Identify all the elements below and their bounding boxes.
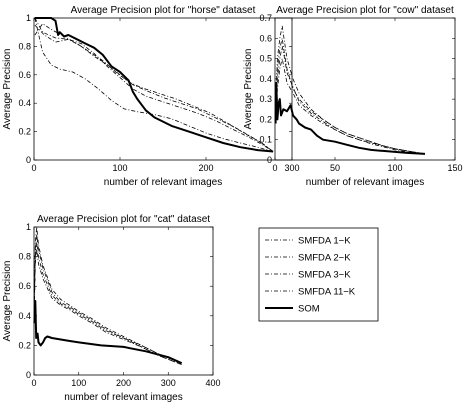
y-tick-label: 0	[26, 155, 31, 165]
x-tick-label: 200	[116, 378, 131, 388]
series-line-som	[274, 81, 426, 155]
y-tick-label: 0.6	[18, 70, 31, 80]
y-axis-label: Average Precision	[2, 261, 13, 342]
plot-frame	[33, 226, 214, 376]
x-tick-label: 400	[205, 378, 220, 388]
series-line-smfda-1-k	[275, 58, 426, 155]
x-tick-label: 100	[71, 378, 86, 388]
x-tick-label: 0	[272, 163, 277, 173]
x-tick-label: 200	[198, 163, 213, 173]
y-tick-label: 0.4	[18, 311, 31, 321]
x-tick-label: 50	[330, 163, 340, 173]
y-tick-label: 0	[267, 155, 272, 165]
series-line-smfda-3-k	[34, 24, 274, 152]
y-tick-label: 0.2	[18, 340, 31, 350]
chart-cow: 0 50 100 150 0 0.1 0.2 0.3 0.4 0.5 0.6 0.7 Average P…	[243, 5, 463, 188]
y-tick-label: 0.2	[18, 127, 31, 137]
series-line-smfda-1-k	[34, 248, 182, 365]
legend-label: SMFDA 11−K	[298, 287, 356, 298]
series-line-smfda-1-k	[34, 17, 274, 152]
y-axis-label: Average Precision	[2, 49, 13, 130]
y-tick-label: 0.8	[18, 252, 31, 262]
y-tick-label: 0.6	[18, 281, 31, 291]
y-tick-label: 0.6	[259, 33, 272, 43]
y-tick-label: 0.3	[259, 94, 272, 104]
y-tick-label: 0.1	[259, 135, 272, 145]
x-tick-label: 100	[387, 163, 402, 173]
y-tick-label: 0.8	[18, 41, 31, 51]
chart-title: Average Precision plot for "cat" dataset	[37, 214, 210, 225]
y-tick-label: 0.4	[18, 98, 31, 108]
series-line-smfda-2-k	[34, 17, 274, 152]
x-tick-label: 300	[284, 163, 299, 173]
plot-frame	[33, 17, 293, 161]
x-axis-label: number of relevant images	[306, 177, 424, 188]
series-line-smfda-11-k	[275, 46, 426, 155]
y-tick-label: 0	[26, 370, 31, 380]
x-tick-label: 0	[31, 163, 36, 173]
series-line-som	[34, 17, 274, 153]
y-tick-label: 0.4	[259, 74, 272, 84]
legend-label: SMFDA 3−K	[298, 270, 351, 281]
y-axis-label: Average Precision	[243, 49, 254, 130]
x-tick-label: 300	[161, 378, 176, 388]
y-tick-label: 0.5	[259, 54, 272, 64]
y-tick-label: 0.7	[259, 13, 272, 23]
legend-label: SOM	[298, 304, 320, 315]
series-line-smfda-2-k	[34, 233, 182, 364]
x-tick-label: 150	[447, 163, 462, 173]
series-line-som	[33, 300, 183, 365]
chart-cat: 0 100 200 300 400 0 0.2 0.4 0.6 0.8 1 Average Preci…	[2, 214, 221, 403]
series-line-smfda-11-k	[34, 241, 182, 365]
legend-box	[258, 227, 379, 322]
legend-label: SMFDA 1−K	[298, 236, 351, 247]
series-line-smfda-11-k	[34, 23, 274, 152]
legend-label: SMFDA 2−K	[298, 253, 351, 264]
x-axis-label: number of relevant images	[104, 177, 222, 188]
plot-frame	[274, 17, 456, 161]
chart-title: Average Precision plot for "horse" datas…	[71, 5, 256, 16]
legend: SMFDA 1−K SMFDA 2−K SMFDA 3−K SMFDA 11−K SOM	[258, 227, 379, 322]
x-tick-label: 0	[31, 378, 36, 388]
y-tick-label: 0.2	[259, 114, 272, 124]
series-line-smfda-3-k	[34, 226, 182, 364]
series-line-smfda-3-k	[275, 25, 426, 155]
y-tick-label: 1	[26, 13, 31, 23]
chart-horse: 0 100 200 300 0 0.2 0.4 0.6 0.8 1 Average Precisio…	[2, 5, 300, 188]
y-tick-label: 1	[26, 222, 31, 232]
x-tick-label: 100	[112, 163, 127, 173]
x-axis-label: number of relevant images	[64, 392, 182, 403]
chart-title: Average Precision plot for "cow" dataset	[276, 5, 454, 16]
